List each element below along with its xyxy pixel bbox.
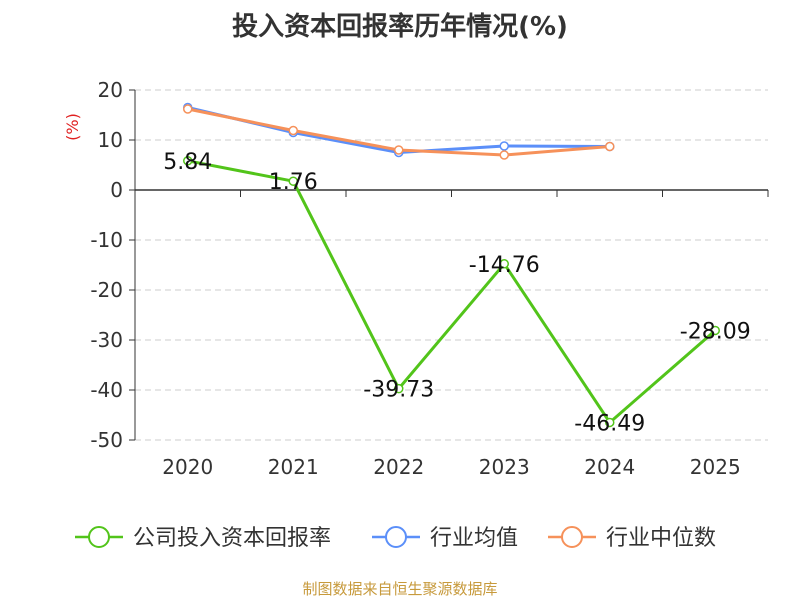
legend-marker — [561, 526, 583, 548]
y-tick-label: 10 — [98, 128, 123, 152]
x-tick-label: 2023 — [479, 455, 530, 479]
series — [183, 102, 720, 428]
legend-label: 公司投入资本回报率 — [133, 526, 331, 551]
legend-marker — [88, 526, 110, 548]
data-point — [288, 125, 298, 136]
grid-lines — [135, 89, 768, 441]
legend-item: 行业中位数 — [548, 526, 716, 551]
y-tick-label: -20 — [90, 278, 123, 302]
x-tick-label: 2024 — [584, 455, 635, 479]
y-axis-label: (%) — [63, 113, 82, 141]
data-point — [499, 141, 509, 151]
legend-marker — [385, 526, 407, 548]
data-point — [605, 141, 615, 152]
data-point — [394, 383, 404, 394]
data-point — [394, 145, 404, 155]
axes: 20 10 0 -10 -20 -30 -40 -50 2020 2021 2022 2023 2024… — [90, 78, 769, 479]
x-tick-label: 2025 — [690, 455, 741, 479]
data-point — [183, 104, 193, 114]
y-tick-label: -10 — [90, 228, 123, 252]
y-tick-label: -30 — [90, 328, 123, 352]
y-tick-label: -40 — [90, 378, 123, 402]
x-tick-label: 2022 — [373, 455, 424, 479]
data-point — [499, 150, 509, 160]
series-line — [187, 159, 717, 424]
data-point — [183, 156, 193, 166]
y-tick-label: 0 — [110, 178, 123, 202]
y-tick-label: 20 — [98, 78, 123, 102]
legend: 公司投入资本回报率 行业均值 行业中位数 — [75, 526, 716, 551]
data-label: -14.76 — [469, 253, 540, 278]
legend-item: 公司投入资本回报率 — [75, 526, 331, 551]
data-label: -28.09 — [680, 319, 751, 344]
x-tick-label: 2020 — [162, 455, 213, 479]
data-point — [710, 325, 720, 336]
legend-item: 行业均值 — [372, 526, 518, 551]
data-label: -46.49 — [574, 411, 645, 436]
source-note: 制图数据来自恒生聚源数据库 — [302, 580, 498, 598]
data-label: 1.76 — [269, 170, 318, 195]
data-point — [288, 176, 298, 186]
chart-title: 投入资本回报率历年情况(%) — [232, 12, 568, 42]
data-label: 5.84 — [163, 150, 212, 175]
data-labels: 5.84 1.76 -39.73 -14.76 -46.49 -28.09 — [163, 150, 750, 437]
data-point — [499, 259, 509, 269]
legend-label: 行业中位数 — [606, 526, 716, 551]
y-tick-label: -50 — [90, 428, 123, 452]
x-tick-label: 2021 — [268, 455, 319, 479]
data-point — [605, 417, 615, 428]
data-label: -39.73 — [363, 378, 434, 403]
legend-label: 行业均值 — [430, 526, 518, 551]
